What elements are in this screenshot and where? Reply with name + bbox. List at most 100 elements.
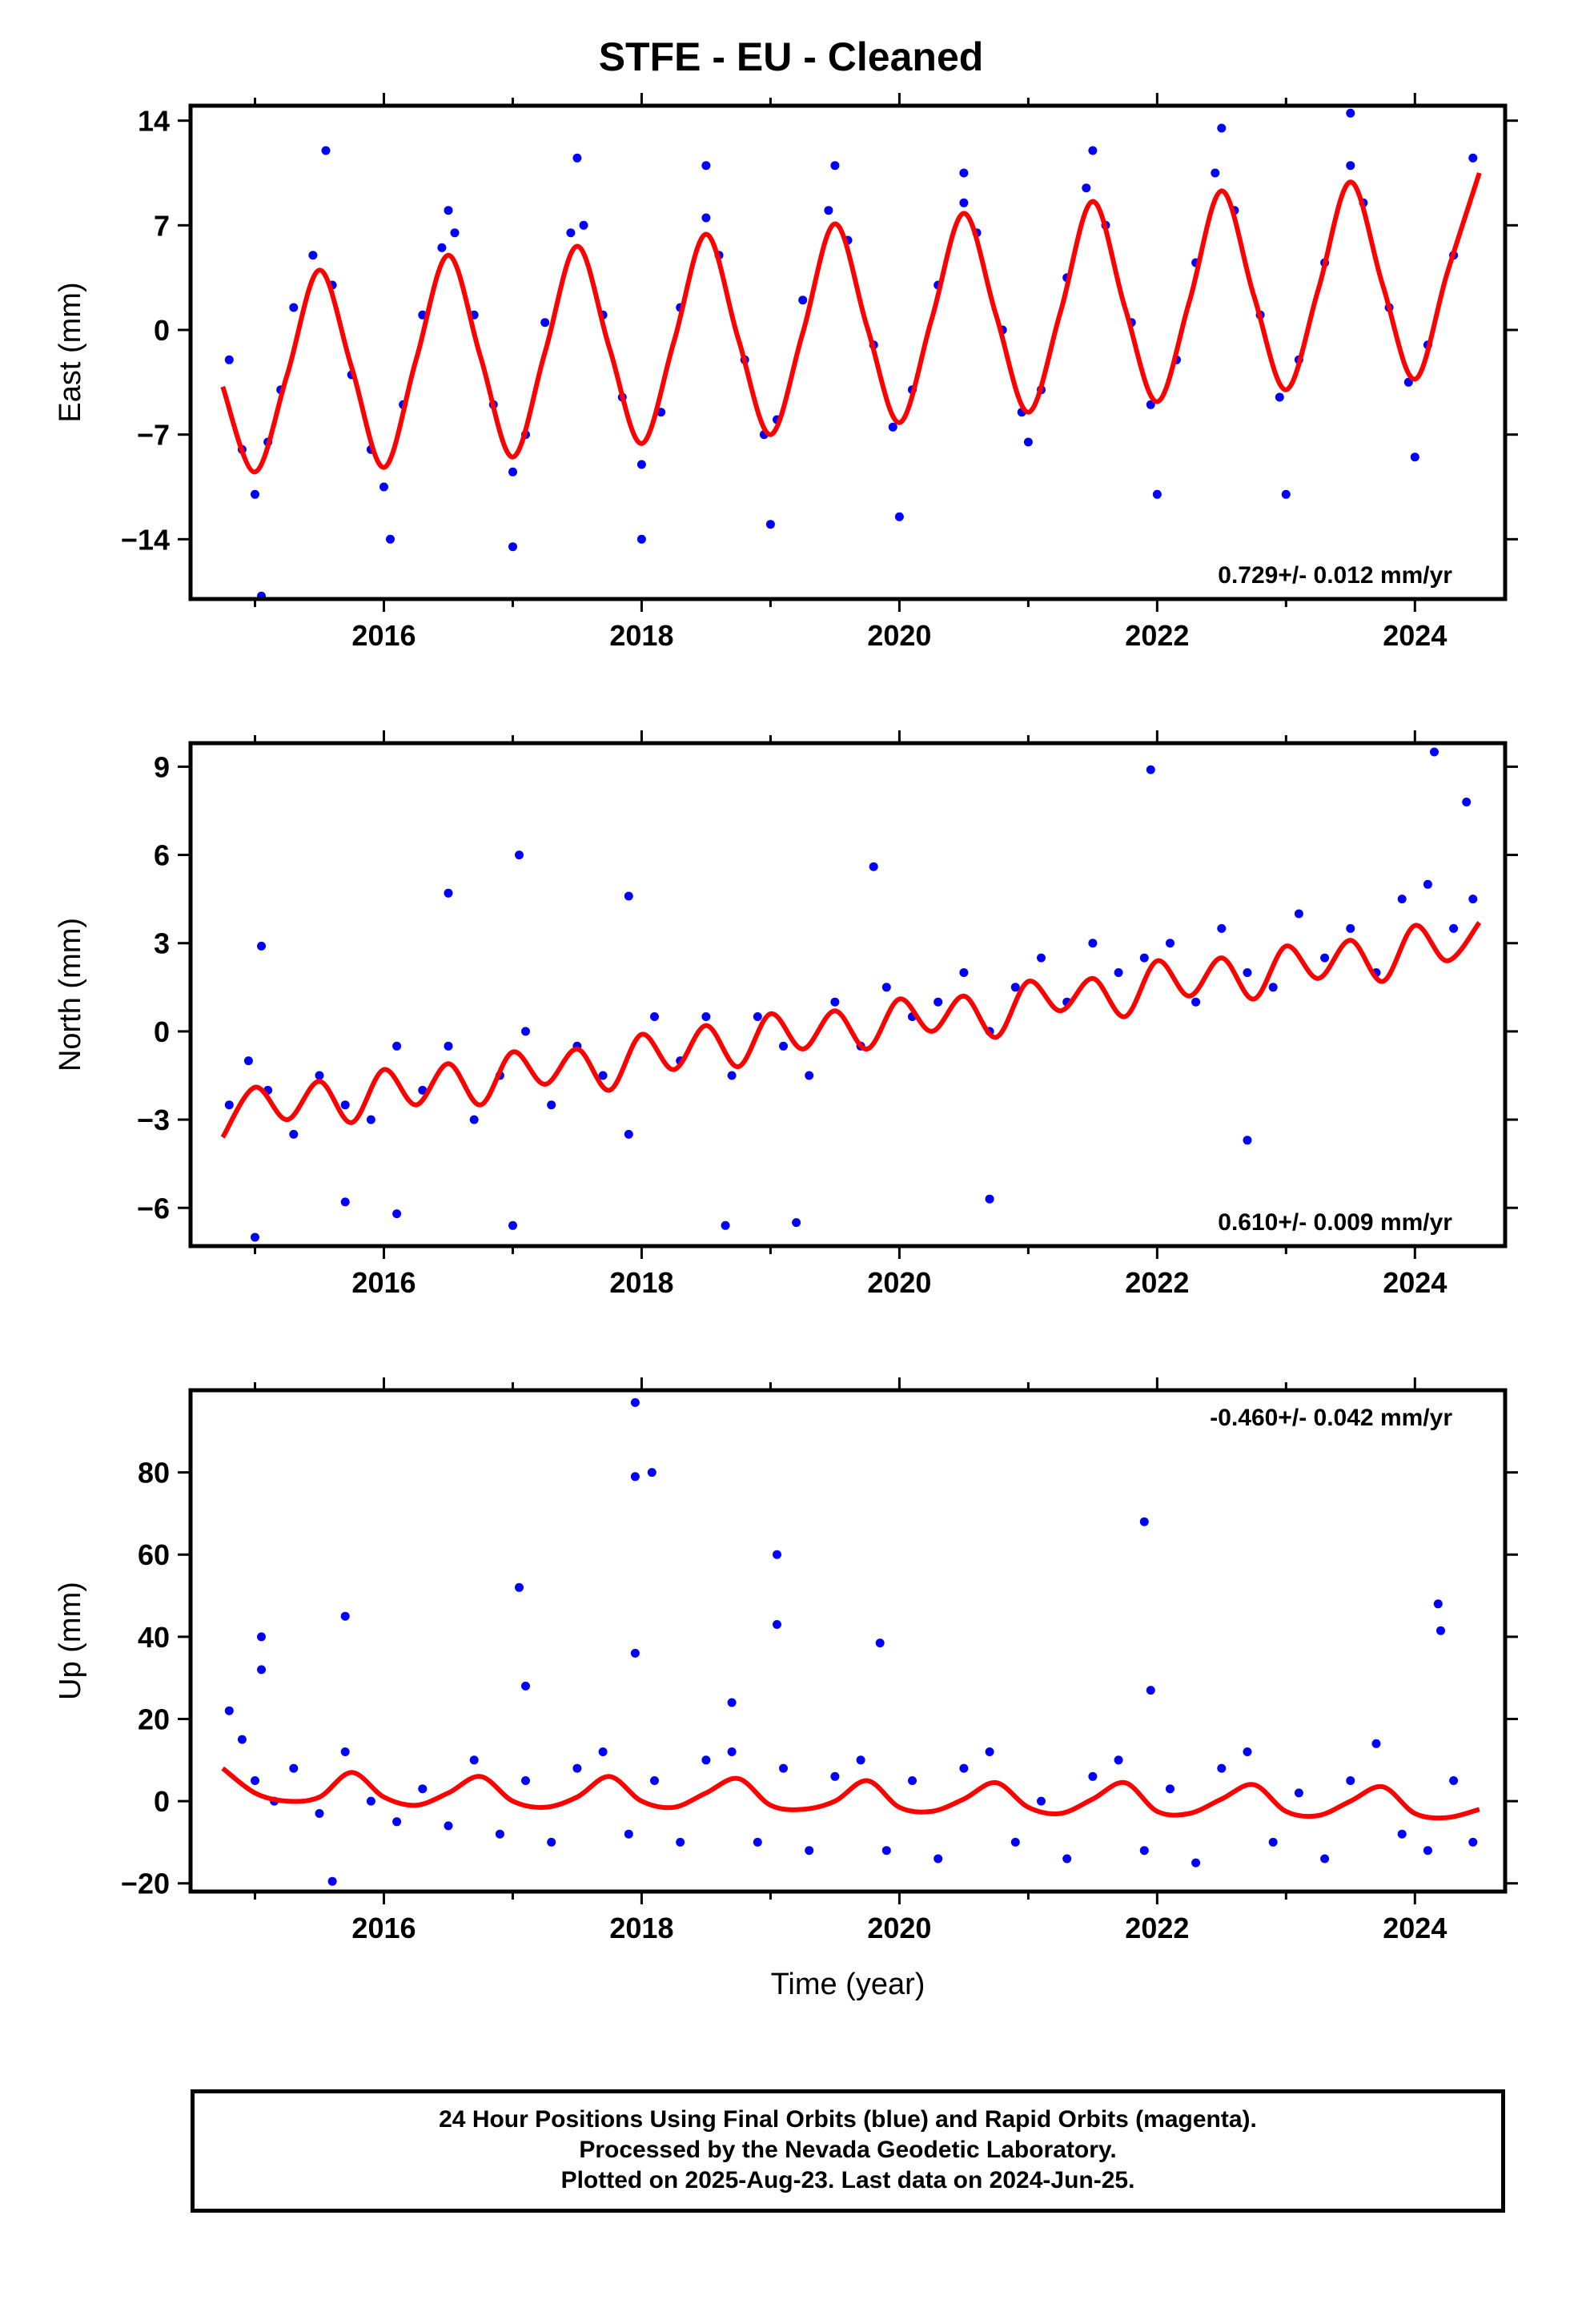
- up-data-point: [327, 1876, 337, 1886]
- north-data-point: [1088, 939, 1098, 948]
- up-data-point: [547, 1837, 556, 1847]
- north-x-tick-label: 2016: [351, 1266, 416, 1299]
- north-model-curve: [220, 921, 1482, 1139]
- east-data-point: [379, 482, 388, 492]
- north-y-tick-label: 3: [154, 927, 170, 960]
- north-data-point: [624, 891, 633, 901]
- north-data-point: [1468, 895, 1478, 904]
- north-data-point: [1449, 923, 1459, 933]
- north-data-point: [366, 1115, 375, 1124]
- east-y-axis-label: East (mm): [54, 282, 87, 422]
- east-data-point: [289, 303, 299, 312]
- up-data-point: [515, 1582, 524, 1592]
- up-data-point: [1320, 1854, 1330, 1864]
- north-data-point: [515, 850, 524, 860]
- east-data-point: [1346, 161, 1355, 171]
- up-data-point: [647, 1468, 656, 1478]
- east-x-tick-label: 2016: [351, 619, 416, 652]
- east-data-point: [1082, 183, 1091, 193]
- up-y-tick-label: 20: [138, 1703, 170, 1735]
- up-data-point: [1468, 1837, 1478, 1847]
- up-data-point: [779, 1763, 788, 1773]
- plots-svg: 2016 2018 2020 2022 2024 14 7 0 −7 −14 East (mm) 0.…: [54, 93, 1518, 2001]
- east-data-point: [959, 168, 969, 178]
- north-data-point: [257, 941, 266, 951]
- east-data-point: [437, 243, 447, 252]
- north-data-point: [251, 1232, 259, 1242]
- north-data-point: [1268, 983, 1278, 992]
- up-data-point: [1436, 1626, 1445, 1635]
- north-y-tick-label: 9: [154, 750, 170, 783]
- north-data-point: [1346, 923, 1355, 933]
- up-panel: 2016 2018 2020 2022 2024 80 60 40 20 0 −20 Up (mm) T…: [54, 1377, 1518, 2001]
- east-x-tick-label: 2022: [1125, 619, 1189, 652]
- up-x-tick-label: 2024: [1383, 1912, 1447, 1944]
- north-data-point: [1191, 997, 1201, 1007]
- up-data-point: [805, 1846, 814, 1856]
- up-data-point: [1037, 1796, 1046, 1806]
- north-y-tick-label: 0: [154, 1015, 170, 1048]
- north-frame: [188, 741, 1508, 1248]
- east-data-point: [798, 296, 808, 305]
- up-frame: [188, 1388, 1508, 1894]
- east-data-point: [444, 206, 453, 215]
- north-data-point: [721, 1220, 730, 1230]
- up-data-point: [630, 1648, 640, 1658]
- footer-line-1: 24 Hour Positions Using Final Orbits (bl…: [439, 2106, 1257, 2133]
- up-data-point: [773, 1550, 781, 1559]
- up-data-point: [676, 1837, 685, 1847]
- footer-box: 24 Hour Positions Using Final Orbits (bl…: [191, 2089, 1505, 2213]
- up-data-point: [727, 1698, 737, 1707]
- north-data-point: [469, 1115, 479, 1124]
- up-data-point: [340, 1611, 350, 1621]
- up-data-point: [908, 1776, 917, 1785]
- east-data-point: [830, 161, 840, 171]
- east-data-point: [572, 153, 582, 163]
- north-data-point: [1243, 968, 1252, 977]
- east-rate-label: 0.729+/- 0.012 mm/yr: [1218, 562, 1452, 589]
- east-data-point: [321, 146, 331, 155]
- up-data-point: [1423, 1846, 1432, 1856]
- north-data-point: [753, 1012, 762, 1021]
- up-x-axis-label: Time (year): [771, 1968, 926, 2001]
- up-y-tick-label: −20: [121, 1868, 170, 1900]
- up-data-point: [392, 1817, 402, 1827]
- north-data-point: [340, 1100, 350, 1110]
- up-data-point: [469, 1755, 479, 1765]
- north-x-tick-label: 2020: [867, 1266, 931, 1299]
- up-data-point: [1062, 1854, 1072, 1864]
- up-data-point: [598, 1747, 608, 1756]
- east-data-point: [1211, 168, 1220, 178]
- north-data-point: [508, 1220, 517, 1230]
- north-data-point: [1114, 968, 1123, 977]
- up-model-curve: [221, 1766, 1480, 1821]
- up-data-point: [1166, 1784, 1174, 1794]
- north-data-point: [340, 1197, 350, 1207]
- east-data-point: [888, 422, 897, 432]
- east-data-point: [508, 542, 517, 552]
- north-data-point: [1217, 923, 1227, 933]
- up-data-point: [630, 1472, 640, 1482]
- east-data-point: [701, 213, 711, 223]
- north-data-point: [1294, 909, 1303, 919]
- east-data-point: [566, 228, 576, 238]
- east-data-point: [1281, 489, 1291, 499]
- north-data-point: [805, 1071, 814, 1080]
- north-y-tick-label: −6: [137, 1192, 170, 1224]
- up-x-tick-label: 2022: [1125, 1912, 1189, 1944]
- up-data-point: [1449, 1776, 1459, 1785]
- east-y-tick-label: −7: [137, 419, 170, 452]
- up-data-point: [521, 1776, 530, 1785]
- east-x-tick-label: 2020: [867, 619, 931, 652]
- up-data-point: [1010, 1837, 1020, 1847]
- north-data-point: [1139, 953, 1149, 963]
- footer-line-2: Processed by the Nevada Geodetic Laborat…: [579, 2137, 1117, 2163]
- east-panel: 2016 2018 2020 2022 2024 14 7 0 −7 −14 East (mm) 0.…: [54, 93, 1518, 652]
- north-data-point: [650, 1012, 659, 1021]
- north-x-tick-label: 2018: [609, 1266, 673, 1299]
- east-data-point: [824, 206, 833, 215]
- north-data-point: [444, 1041, 453, 1051]
- east-data-point: [1146, 400, 1155, 409]
- north-data-point: [289, 1129, 299, 1139]
- north-y-tick-label: 6: [154, 839, 170, 872]
